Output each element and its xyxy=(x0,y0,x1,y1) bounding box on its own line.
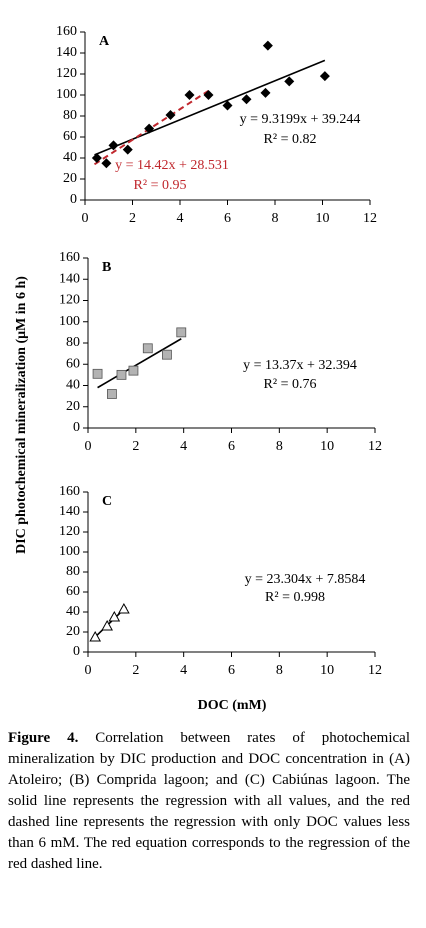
x-tick-label: 0 xyxy=(85,439,92,454)
data-point xyxy=(203,90,214,100)
x-tick-label: 2 xyxy=(129,211,136,226)
data-point xyxy=(107,389,117,399)
x-tick-label: 0 xyxy=(82,211,89,226)
x-tick-label: 12 xyxy=(368,663,382,678)
y-tick-label: 40 xyxy=(66,604,80,619)
panel-label: A xyxy=(99,34,110,49)
y-tick-label: 140 xyxy=(56,45,77,60)
x-tick-label: 8 xyxy=(276,663,283,678)
x-tick-label: 4 xyxy=(180,663,187,678)
y-tick-label: 0 xyxy=(70,192,77,207)
data-point xyxy=(91,153,102,163)
y-tick-label: 60 xyxy=(66,584,80,599)
x-tick-label: 4 xyxy=(177,211,184,226)
x-tick-label: 12 xyxy=(368,439,382,454)
y-tick-label: 0 xyxy=(73,644,80,659)
x-tick-label: 10 xyxy=(320,663,334,678)
panel-label: B xyxy=(102,260,111,275)
y-tick-label: 160 xyxy=(56,24,77,39)
data-point xyxy=(176,327,187,338)
data-point xyxy=(284,76,295,87)
x-axis-title: DOC (mM) xyxy=(198,698,267,713)
data-point xyxy=(165,109,176,120)
caption: Figure 4. Correlation between rates of p… xyxy=(8,728,410,875)
y-tick-label: 140 xyxy=(59,271,80,286)
y-tick-label: 20 xyxy=(66,624,80,639)
y-tick-label: 60 xyxy=(66,356,80,371)
y-tick-label: 0 xyxy=(73,420,80,435)
data-point xyxy=(184,90,195,100)
equation: y = 14.42x + 28.531 xyxy=(115,158,229,173)
y-axis-title: DIC photochemical mineralization (μM in … xyxy=(14,276,29,554)
x-tick-label: 6 xyxy=(228,663,235,678)
x-tick-label: 6 xyxy=(228,439,235,454)
y-tick-label: 80 xyxy=(63,108,77,123)
caption-label: Figure 4. xyxy=(8,730,79,746)
data-point xyxy=(108,610,121,622)
data-point xyxy=(122,144,133,155)
y-tick-label: 140 xyxy=(59,504,80,519)
data-point xyxy=(108,140,119,151)
data-point xyxy=(144,123,155,134)
y-tick-label: 120 xyxy=(56,66,77,81)
y-tick-label: 40 xyxy=(63,150,77,165)
data-point xyxy=(162,349,172,360)
y-tick-label: 60 xyxy=(63,129,77,144)
y-tick-label: 100 xyxy=(59,544,80,559)
data-point xyxy=(128,365,139,376)
x-tick-label: 10 xyxy=(320,439,334,454)
data-point xyxy=(101,158,112,169)
panel-label: C xyxy=(102,494,112,509)
y-tick-label: 120 xyxy=(59,524,80,539)
data-point xyxy=(241,94,252,105)
x-tick-label: 12 xyxy=(363,211,377,226)
r-squared: R² = 0.95 xyxy=(134,178,187,193)
x-tick-label: 8 xyxy=(276,439,283,454)
r-squared: R² = 0.998 xyxy=(265,590,325,605)
data-point xyxy=(118,602,130,614)
x-tick-label: 0 xyxy=(85,663,92,678)
data-point xyxy=(222,100,233,111)
y-tick-label: 160 xyxy=(59,250,80,265)
caption-text: Correlation between rates of photochemic… xyxy=(8,730,411,872)
data-point xyxy=(101,619,113,631)
data-point xyxy=(116,369,127,380)
x-tick-label: 8 xyxy=(272,211,279,226)
data-point xyxy=(260,87,271,98)
data-point xyxy=(92,368,103,379)
figure: DIC photochemical mineralization (μM in … xyxy=(14,24,382,713)
r-squared: R² = 0.76 xyxy=(264,377,317,392)
y-tick-label: 100 xyxy=(59,314,80,329)
x-tick-label: 2 xyxy=(132,663,139,678)
y-tick-label: 80 xyxy=(66,564,80,579)
y-tick-label: 120 xyxy=(59,293,80,308)
y-tick-label: 20 xyxy=(66,399,80,414)
x-tick-label: 2 xyxy=(132,439,139,454)
data-point xyxy=(142,343,153,354)
y-tick-label: 40 xyxy=(66,378,80,393)
y-tick-label: 160 xyxy=(59,484,80,499)
y-tick-label: 100 xyxy=(56,87,77,102)
trendline xyxy=(93,89,210,166)
x-tick-label: 10 xyxy=(316,211,330,226)
equation: y = 9.3199x + 39.244 xyxy=(240,112,361,127)
x-tick-label: 6 xyxy=(224,211,231,226)
y-tick-label: 80 xyxy=(66,335,80,350)
x-tick-label: 4 xyxy=(180,439,187,454)
trendline xyxy=(97,338,182,389)
r-squared: R² = 0.82 xyxy=(264,132,317,147)
data-point xyxy=(262,40,273,51)
equation: y = 23.304x + 7.8584 xyxy=(245,572,366,587)
data-point xyxy=(319,71,330,82)
equation: y = 13.37x + 32.394 xyxy=(243,358,357,373)
y-tick-label: 20 xyxy=(63,171,77,186)
data-point xyxy=(89,630,102,642)
